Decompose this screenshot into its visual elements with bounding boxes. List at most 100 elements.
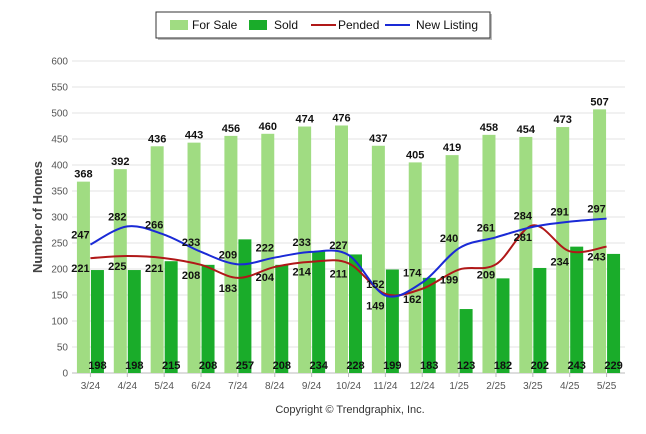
line-pended — [90, 224, 607, 297]
bar-for-sale — [187, 142, 201, 373]
data-label-new-listing: 174 — [403, 268, 422, 280]
x-axis-ticks: 3/24 4/24 5/24 6/24 7/24 8/24 9/24 10/24 11/24 12… — [81, 373, 617, 392]
x-tick-label: 4/25 — [560, 381, 580, 392]
data-label-new-listing: 233 — [182, 237, 200, 249]
bar-sold — [570, 246, 584, 373]
bar-for-sale — [150, 146, 164, 373]
data-label-sold: 243 — [568, 360, 586, 372]
legend-swatch-sold — [249, 20, 267, 30]
data-label-pended: 204 — [256, 272, 275, 284]
bar-sold — [459, 309, 473, 373]
data-label-sold: 123 — [457, 360, 475, 372]
bar-for-sale — [261, 133, 275, 373]
data-label-sold: 208 — [199, 360, 217, 372]
bar-sold — [201, 264, 215, 373]
x-tick-label: 3/24 — [81, 381, 101, 392]
data-label-for-sale: 473 — [554, 114, 572, 126]
bar-sold — [496, 278, 510, 373]
data-label-for-sale: 460 — [259, 121, 277, 133]
data-label-sold: 208 — [273, 360, 291, 372]
legend-swatch-for-sale — [170, 20, 188, 30]
data-label-for-sale: 392 — [111, 156, 129, 168]
data-label-pended: 225 — [108, 261, 126, 273]
y-tick-label: 200 — [51, 265, 68, 276]
data-label-sold: 215 — [162, 360, 180, 372]
data-label-sold: 182 — [494, 360, 512, 372]
x-tick-label: 4/24 — [118, 381, 138, 392]
y-tick-label: 400 — [51, 161, 68, 172]
y-tick-label: 150 — [51, 291, 68, 302]
data-label-new-listing: 297 — [587, 204, 605, 216]
data-label-new-listing: 222 — [256, 243, 274, 255]
x-tick-label: 1/25 — [449, 381, 469, 392]
data-label-pended: 208 — [182, 270, 200, 282]
x-tick-label: 5/25 — [597, 381, 617, 392]
data-label-pended: 221 — [71, 263, 89, 275]
data-label-for-sale: 437 — [369, 133, 387, 145]
data-label-sold: 228 — [346, 360, 364, 372]
copyright-text: Copyright © Trendgraphix, Inc. — [275, 404, 424, 416]
legend: For Sale Sold Pended New Listing — [155, 11, 492, 40]
x-tick-label: 6/24 — [191, 381, 211, 392]
y-tick-label: 600 — [51, 57, 68, 68]
data-label-for-sale: 419 — [443, 142, 461, 154]
data-label-sold: 183 — [420, 360, 438, 372]
data-label-sold: 257 — [236, 360, 254, 372]
y-tick-label: 350 — [51, 187, 68, 198]
y-tick-label: 300 — [51, 213, 68, 224]
bar-sold — [275, 264, 289, 373]
data-label-for-sale: 476 — [332, 112, 350, 124]
y-axis-ticks: 0 50 100 150 200 250 300 350 400 450 500 550 600 — [51, 57, 68, 380]
bar-sold — [422, 277, 436, 373]
data-label-pended: 199 — [440, 275, 458, 287]
bar-for-sale — [76, 181, 90, 373]
y-axis-title: Number of Homes — [30, 161, 45, 273]
legend-label-for-sale: For Sale — [192, 18, 238, 32]
bar-for-sale — [224, 135, 238, 373]
data-label-pended: 243 — [587, 252, 605, 264]
bar-for-sale — [335, 125, 348, 373]
x-tick-label: 3/25 — [523, 381, 543, 392]
data-label-pended: 221 — [145, 263, 163, 275]
data-label-for-sale: 368 — [74, 169, 92, 181]
data-label-pended: 152 — [366, 279, 384, 291]
bar-sold — [607, 253, 621, 373]
data-label-new-listing: 233 — [292, 237, 310, 249]
bar-sold — [533, 267, 547, 373]
bar-for-sale — [371, 145, 385, 373]
data-label-new-listing: 209 — [219, 249, 237, 261]
line-new-listing — [89, 217, 607, 298]
legend-label-new-listing: New Listing — [416, 18, 478, 32]
data-label-sold: 229 — [604, 360, 622, 372]
data-label-for-sale: 443 — [185, 130, 203, 142]
y-tick-label: 500 — [51, 109, 68, 120]
data-label-new-listing: 266 — [145, 220, 163, 232]
data-label-pended: 214 — [292, 267, 311, 279]
x-tick-label: 12/24 — [410, 381, 435, 392]
data-label-sold: 202 — [531, 360, 549, 372]
y-tick-label: 50 — [57, 343, 69, 354]
data-label-new-listing: 282 — [108, 211, 126, 223]
bar-for-sale — [298, 126, 312, 374]
data-label-new-listing: 149 — [366, 301, 384, 313]
data-label-for-sale: 474 — [295, 114, 314, 126]
data-label-pended: 234 — [551, 256, 570, 268]
data-label-for-sale: 405 — [406, 149, 424, 161]
x-tick-label: 7/24 — [228, 381, 248, 392]
bar-sold — [164, 261, 178, 373]
y-tick-label: 450 — [51, 135, 68, 146]
y-tick-label: 100 — [51, 317, 68, 328]
data-label-for-sale: 436 — [148, 133, 166, 145]
bar-sold — [385, 269, 399, 373]
data-label-new-listing: 240 — [440, 233, 458, 245]
bar-sold — [238, 239, 252, 373]
bar-labels: 368 392 436 443 456 460 474 476 437 405 419 458 454 4… — [74, 96, 622, 372]
bar-sold — [349, 254, 362, 373]
legend-label-pended: Pended — [338, 18, 379, 32]
data-label-for-sale: 454 — [517, 124, 536, 136]
data-label-pended: 183 — [219, 283, 237, 295]
x-tick-label: 2/25 — [486, 381, 506, 392]
data-label-sold: 198 — [125, 360, 143, 372]
